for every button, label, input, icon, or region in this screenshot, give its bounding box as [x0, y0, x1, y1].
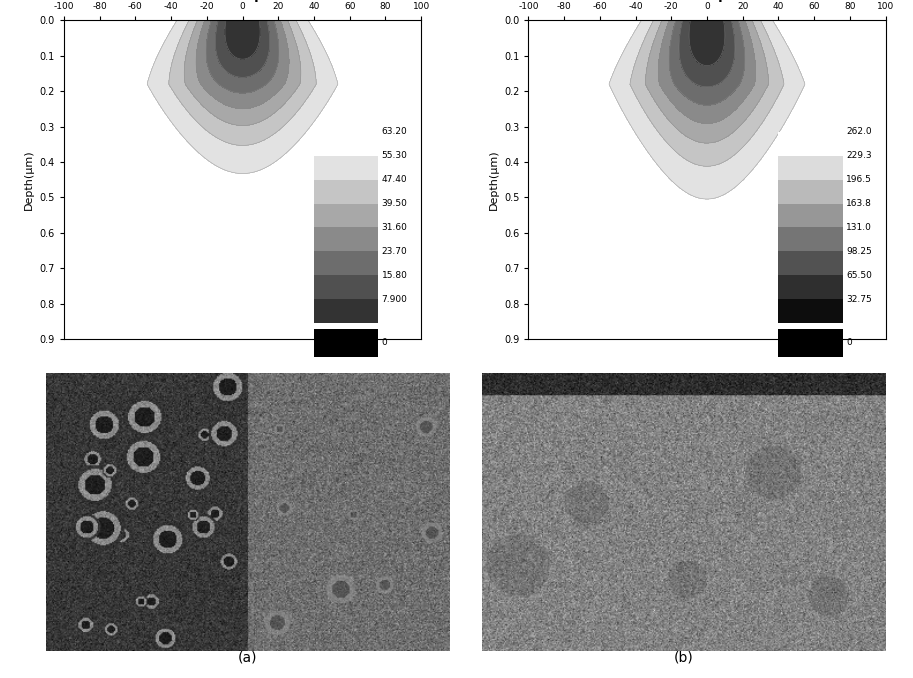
Bar	[314, 329, 378, 357]
Bar	[779, 252, 843, 275]
Y-axis label: Depth(μm): Depth(μm)	[488, 149, 498, 210]
Title: Radius(μm): Radius(μm)	[202, 0, 283, 2]
Text: (b): (b)	[674, 651, 694, 665]
Bar	[314, 203, 378, 228]
Text: 7.900: 7.900	[382, 295, 407, 304]
Y-axis label: Depth(μm): Depth(μm)	[24, 149, 34, 210]
Title: Radius(μm): Radius(μm)	[666, 0, 748, 2]
Text: 196.5: 196.5	[846, 175, 872, 184]
Text: 63.20: 63.20	[382, 127, 407, 136]
Text: 0: 0	[846, 338, 852, 346]
Text: 163.8: 163.8	[846, 199, 872, 208]
Bar	[314, 180, 378, 203]
Bar	[779, 180, 843, 203]
Bar	[779, 299, 843, 323]
Bar	[314, 156, 378, 180]
Bar	[314, 132, 378, 156]
Bar	[779, 156, 843, 180]
Text: 23.70: 23.70	[382, 247, 407, 256]
Text: 55.30: 55.30	[382, 151, 407, 160]
Bar	[779, 275, 843, 299]
Bar	[314, 299, 378, 323]
Text: 65.50: 65.50	[846, 271, 872, 280]
Text: 32.75: 32.75	[846, 295, 872, 304]
Bar	[314, 228, 378, 252]
Text: 262.0: 262.0	[846, 127, 872, 136]
Text: 47.40: 47.40	[382, 175, 407, 184]
Bar	[314, 275, 378, 299]
Text: 31.60: 31.60	[382, 223, 407, 232]
Bar	[779, 329, 843, 357]
Text: (a): (a)	[237, 651, 257, 665]
Text: 98.25: 98.25	[846, 247, 872, 256]
Bar	[779, 228, 843, 252]
Bar	[779, 132, 843, 156]
Bar	[779, 203, 843, 228]
Text: 15.80: 15.80	[382, 271, 407, 280]
Text: 229.3: 229.3	[846, 151, 872, 160]
Text: 0: 0	[382, 338, 387, 346]
Bar	[314, 252, 378, 275]
Text: 131.0: 131.0	[846, 223, 872, 232]
Text: 39.50: 39.50	[382, 199, 407, 208]
